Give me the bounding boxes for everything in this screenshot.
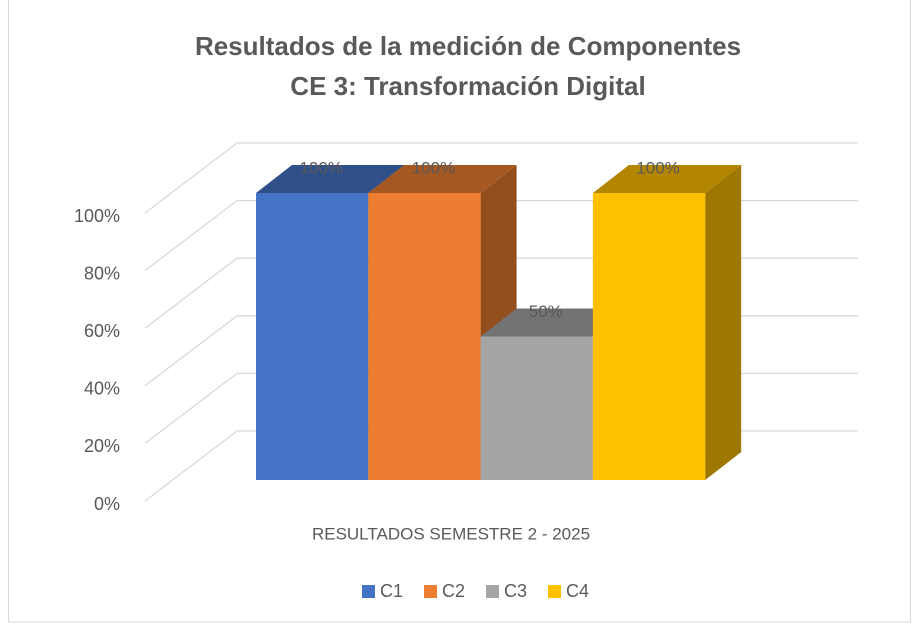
x-category-label: RESULTADOS SEMESTRE 2 - 2025 [312,524,590,543]
data-label: 100% [412,158,455,177]
data-label: 50% [529,302,563,321]
bar [480,336,593,480]
bar [368,193,481,480]
legend-label: C3 [504,581,527,601]
legend-swatch [424,585,437,598]
chart-title: Resultados de la medición de Componentes [195,31,741,61]
y-tick-label: 60% [84,321,120,341]
legend-label: C4 [566,581,589,601]
legend-swatch [548,585,561,598]
data-label: 100% [299,158,342,177]
grid-line [144,142,858,214]
legend-label: C2 [442,581,465,601]
bar-top [368,165,517,193]
y-tick-label: 100% [74,206,120,226]
bar [592,193,706,480]
bar-top [256,165,405,193]
legend-swatch [486,585,499,598]
chart-subtitle: CE 3: Transformación Digital [290,71,645,101]
legend-swatch [362,585,375,598]
y-tick-label: 0% [94,494,120,514]
data-label: 100% [636,158,679,177]
bar-top [592,165,742,193]
y-tick-label: 40% [84,379,120,399]
y-tick-label: 80% [84,263,120,283]
y-tick-label: 20% [84,436,120,456]
legend-label: C1 [380,581,403,601]
bar-side [705,165,742,480]
bar [256,193,369,480]
bar-top [480,308,629,337]
